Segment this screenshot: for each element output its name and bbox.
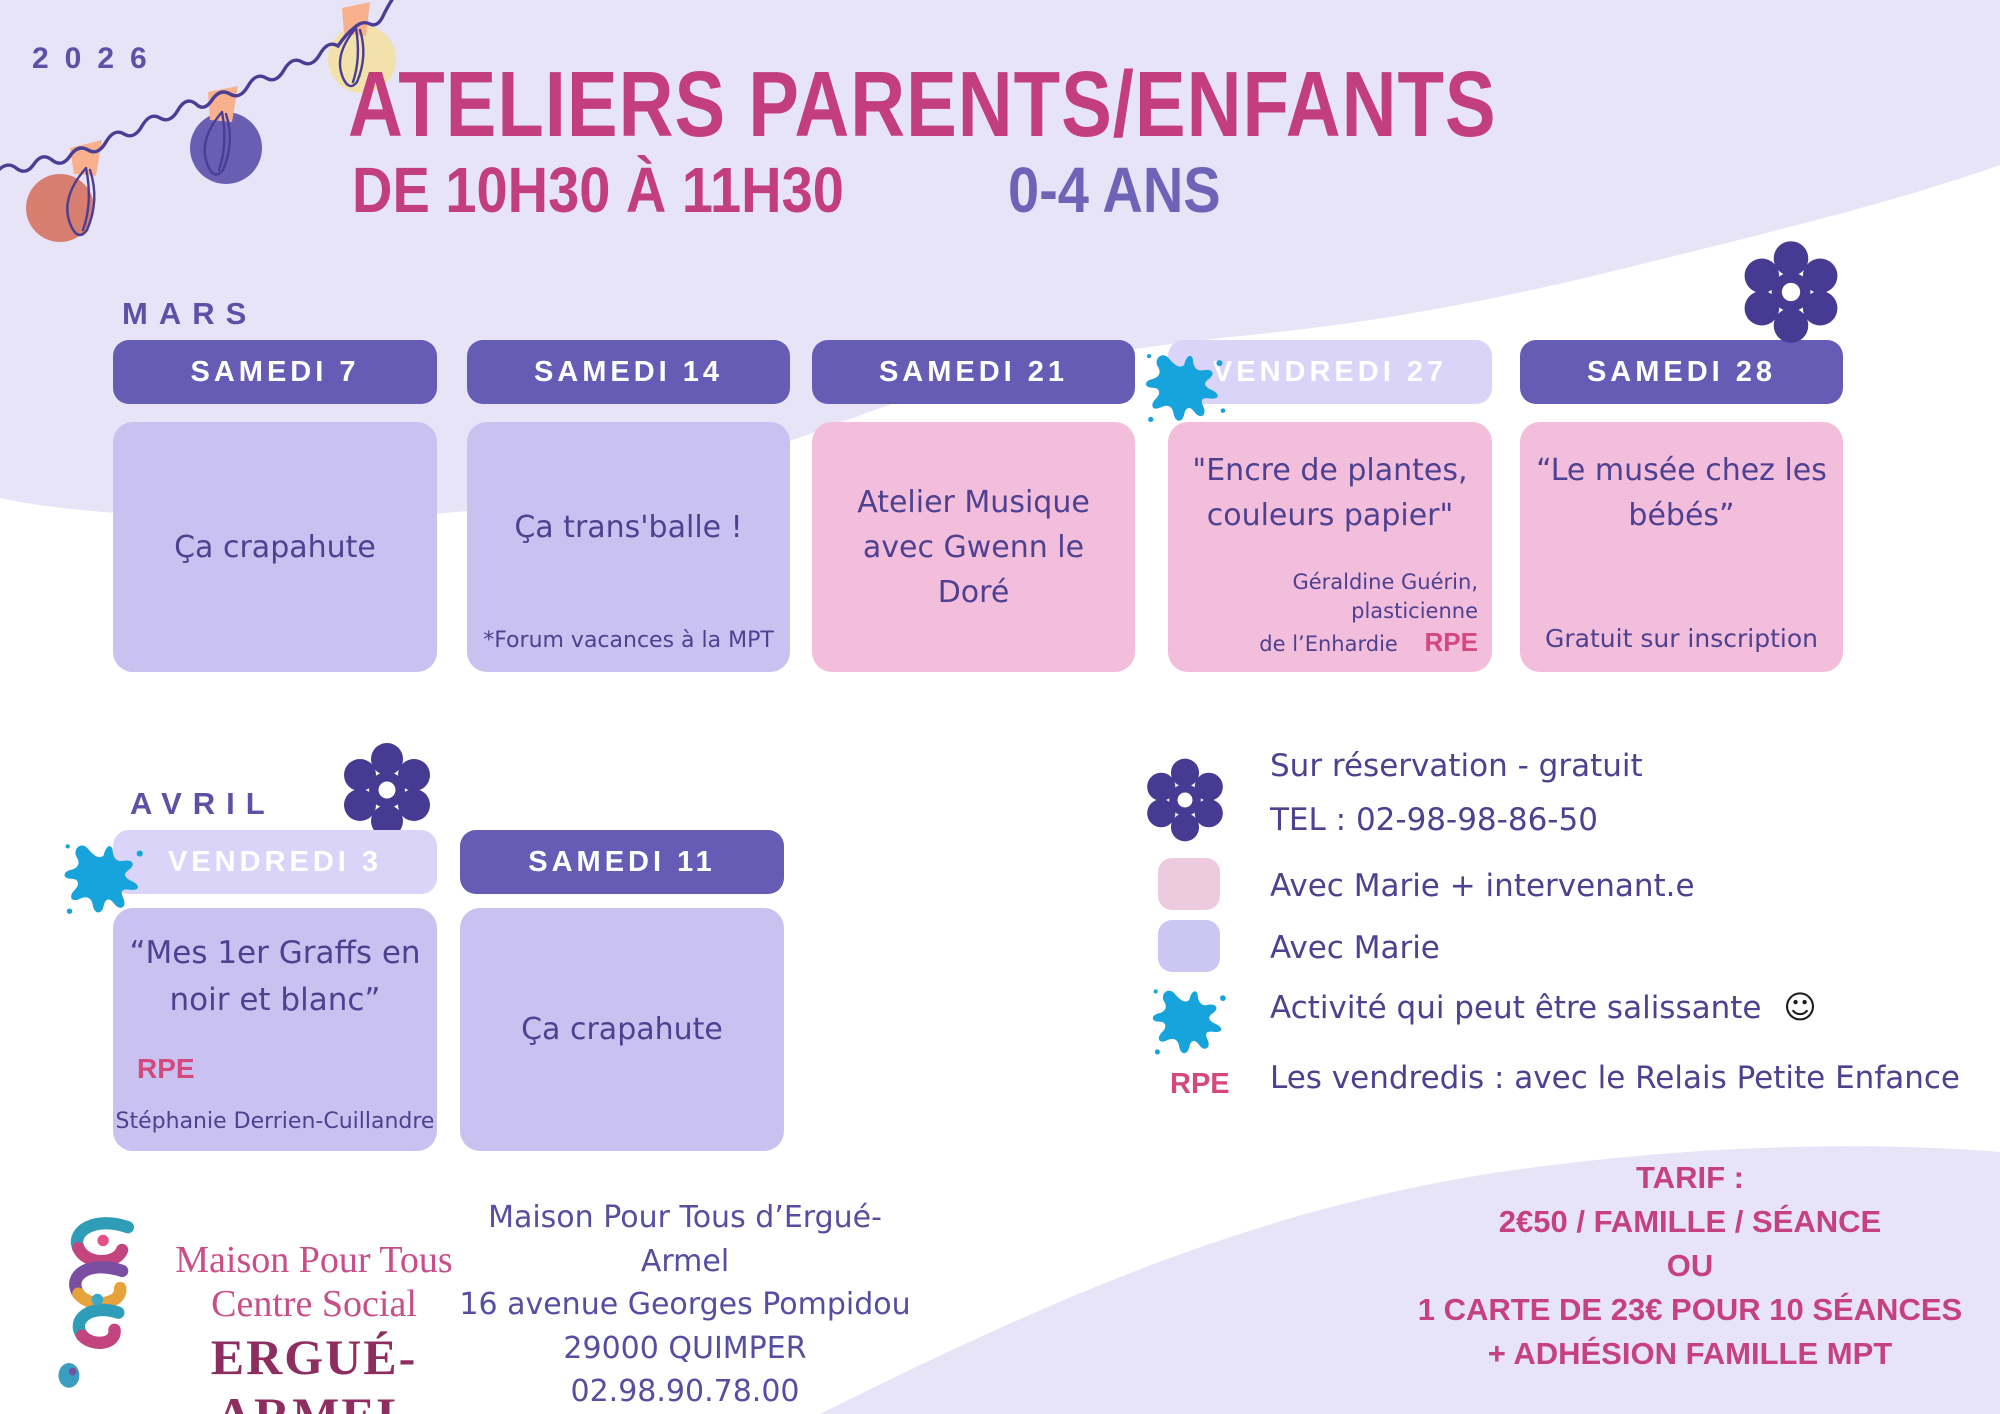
event-note: Stéphanie Derrien-Cuillandre <box>115 1109 435 1135</box>
balloon-doodle <box>66 166 96 237</box>
tarif-membership: + ADHÉSION FAMILLE MPT <box>1487 1336 1893 1372</box>
legend-splat-label: Activité qui peut être salissante ☺ <box>1270 988 1817 1026</box>
event-title: Atelier Musique avec Gwenn le Doré <box>857 484 1090 610</box>
tarif-card-price: 1 CARTE DE 23€ POUR 10 SÉANCES <box>1417 1292 1963 1328</box>
day-header-samedi-7: SAMEDI 7 <box>113 340 437 404</box>
legend-reservation-line2: TEL : 02-98-98-86-50 <box>1270 802 1598 838</box>
event-card-mes-1er-graffs: “Mes 1er Graffs en noir et blanc” RPE St… <box>113 908 437 1151</box>
rpe-badge: RPE <box>1424 626 1478 657</box>
event-title: Ça crapahute <box>174 529 376 565</box>
event-title: "Encre de plantes, couleurs papier" <box>1192 453 1468 533</box>
event-card-encre-de-plantes: "Encre de plantes, couleurs papier" Géra… <box>1168 422 1492 672</box>
day-header-label: SAMEDI 14 <box>533 355 724 388</box>
address-line2: 16 avenue Georges Pompidou <box>459 1287 911 1322</box>
flower-icon <box>344 743 430 837</box>
year-label: 2026 <box>32 42 163 75</box>
event-card-ca-transballe: Ça trans'balle ! *Forum vacances à la MP… <box>467 422 790 672</box>
rpe-badge: RPE <box>137 1053 195 1084</box>
flower-icon <box>1147 758 1223 842</box>
day-header-samedi-11: SAMEDI 11 <box>460 830 784 894</box>
event-card-ca-crapahute-avril: Ça crapahute <box>460 908 784 1151</box>
address-line3: 29000 QUIMPER <box>563 1330 807 1366</box>
balloon-salmon <box>26 174 94 242</box>
legend-rpe-text: Les vendredis : avec le Relais Petite En… <box>1270 1060 1960 1096</box>
address-line1: Maison Pour Tous d’Ergué-Armel <box>488 1200 882 1279</box>
day-header-label: SAMEDI 7 <box>190 355 360 388</box>
day-header-vendredi-3: VENDREDI 3 <box>113 830 437 894</box>
flower-icon <box>1744 241 1838 343</box>
balloon-doodle <box>338 26 365 88</box>
day-header-label: SAMEDI 21 <box>878 355 1069 388</box>
time-subtitle: DE 10H30 À 11H30 <box>352 153 844 226</box>
garland-illustration <box>0 0 396 242</box>
tarif-price-per-session: 2€50 / FAMILLE / SÉANCE <box>1498 1204 1882 1240</box>
day-header-vendredi-27: VENDREDI 27 <box>1168 340 1492 404</box>
bottom-wave-background <box>820 1146 2000 1414</box>
tarif-or: OU <box>1666 1248 1714 1284</box>
legend-pink-swatch <box>1158 858 1220 910</box>
day-header-samedi-21: SAMEDI 21 <box>812 340 1135 404</box>
day-header-samedi-28: SAMEDI 28 <box>1520 340 1843 404</box>
balloon-doodle <box>203 110 231 176</box>
event-title: Ça trans'balle ! <box>514 509 743 545</box>
event-title: “Mes 1er Graffs en noir et blanc” <box>129 935 421 1018</box>
mpt-logo <box>58 1217 134 1388</box>
event-note: Géraldine Guérin, plasticienne de l’Enha… <box>1259 570 1478 657</box>
org-name-line1: Maison Pour Tous <box>175 1239 453 1281</box>
balloon-purple <box>190 112 262 184</box>
event-card-atelier-musique: Atelier Musique avec Gwenn le Doré <box>812 422 1135 672</box>
legend-rpe-badge: RPE <box>1170 1068 1230 1100</box>
day-header-label: SAMEDI 28 <box>1586 355 1777 388</box>
day-header-label: VENDREDI 27 <box>1212 355 1448 388</box>
day-header-label: SAMEDI 11 <box>528 845 716 878</box>
address-line4: 02.98.90.78.00 <box>570 1374 800 1409</box>
event-note: *Forum vacances à la MPT <box>483 628 774 654</box>
paint-splat-icon <box>1145 353 1226 423</box>
tarif-title: TARIF : <box>1636 1160 1744 1195</box>
legend-pink-label: Avec Marie + intervenant.e <box>1270 868 1695 904</box>
smiley-icon: ☺ <box>1783 988 1817 1026</box>
event-title: Ça crapahute <box>521 1012 723 1047</box>
legend-reservation-line1: Sur réservation - gratuit <box>1270 748 1643 784</box>
org-name-line2: Centre Social <box>211 1283 417 1325</box>
clip-peach <box>342 2 370 36</box>
legend-lavender-label: Avec Marie <box>1270 930 1440 966</box>
paint-splat-icon <box>64 844 143 914</box>
month-label-mars: MARS <box>122 296 258 331</box>
age-range: 0-4 ANS <box>1008 153 1221 226</box>
event-title: “Le musée chez les bébés” <box>1536 453 1827 533</box>
org-name-line3: ERGUÉ-ARMEL <box>210 1329 418 1414</box>
day-header-samedi-14: SAMEDI 14 <box>467 340 790 404</box>
paint-splat-icon <box>1152 989 1226 1055</box>
day-header-label: VENDREDI 3 <box>167 845 383 878</box>
event-card-musee-bebes: “Le musée chez les bébés” Gratuit sur in… <box>1520 422 1843 672</box>
event-card-ca-crapahute-mars: Ça crapahute <box>113 422 437 672</box>
legend-lavender-swatch <box>1158 920 1220 972</box>
page-title: ATELIERS PARENTS/ENFANTS <box>348 53 1497 157</box>
garland-string <box>0 0 394 173</box>
month-label-avril: AVRIL <box>130 786 276 821</box>
event-note: Gratuit sur inscription <box>1545 624 1818 654</box>
